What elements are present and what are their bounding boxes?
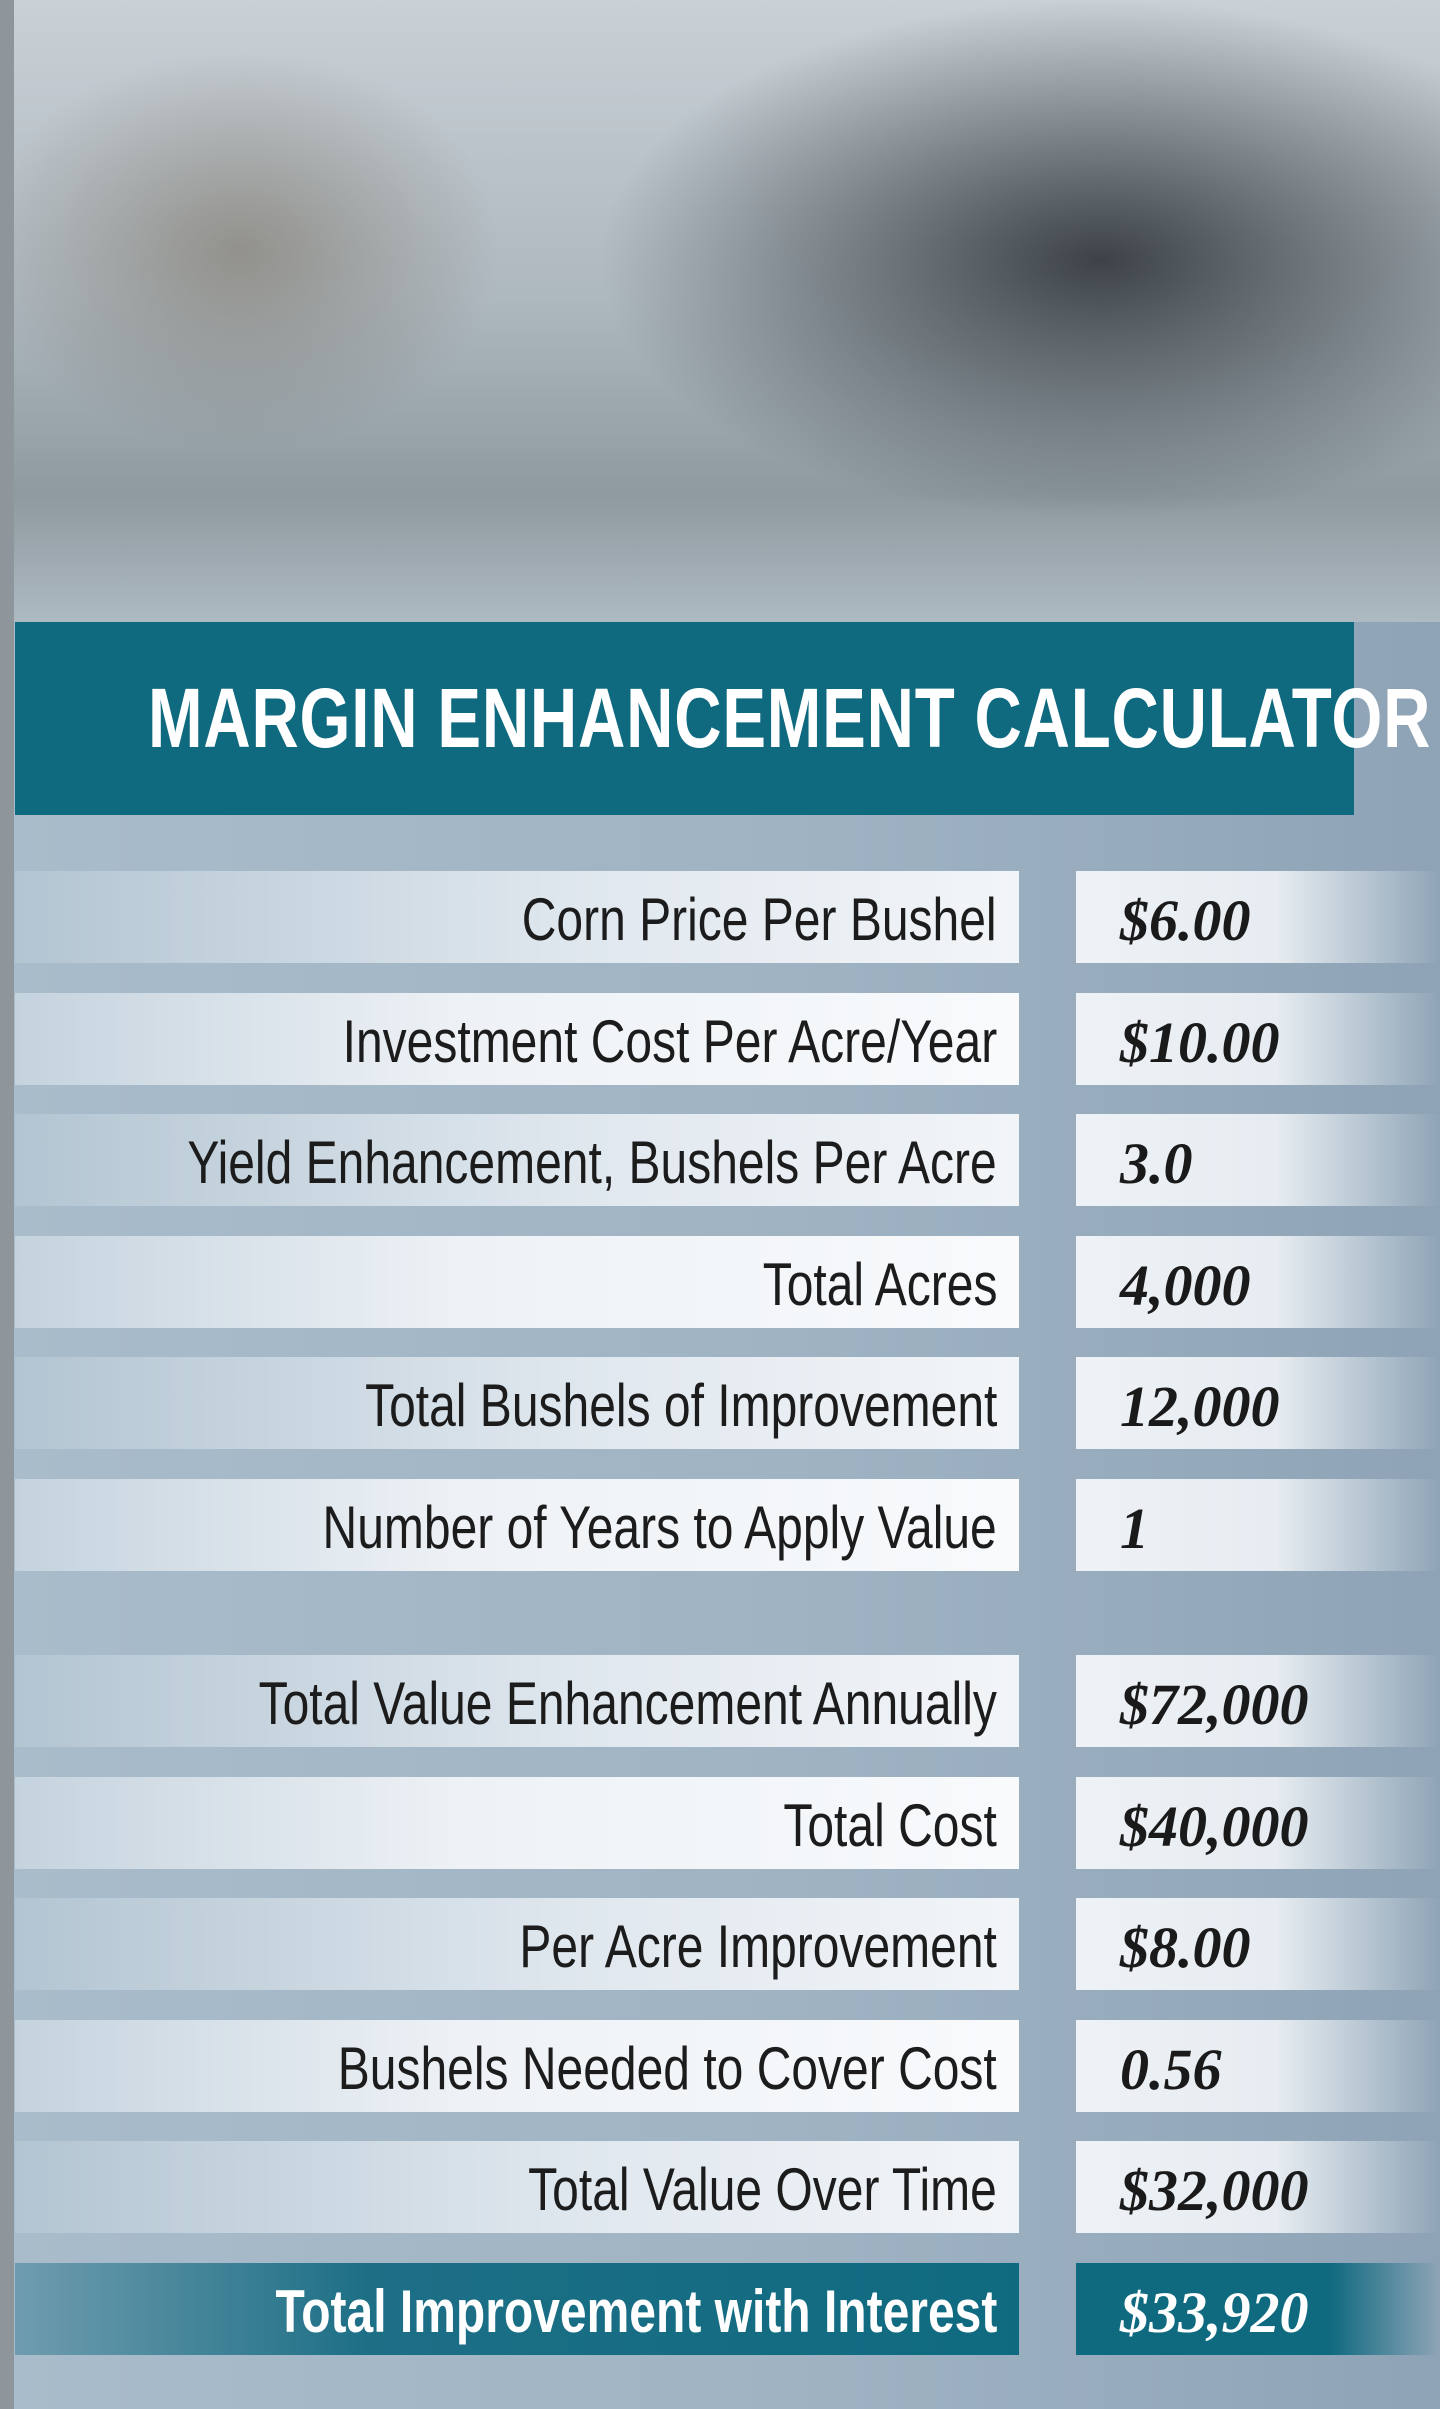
row-value-box: 1 <box>1076 1478 1440 1571</box>
row-value: $32,000 <box>1120 2158 1309 2223</box>
row-label: Total Cost <box>783 1791 997 1859</box>
row-value-box: 3.0 <box>1076 1114 1440 1206</box>
row-value: $33,920 <box>1120 2279 1309 2345</box>
row-value: $10.00 <box>1120 1009 1280 1075</box>
row-label-box: Investment Cost Per Acre/Year <box>15 992 1019 1085</box>
row-value: $8.00 <box>1120 1915 1251 1980</box>
row-value: $72,000 <box>1120 1672 1309 1737</box>
row-value-box: $32,000 <box>1076 2141 1440 2233</box>
row-value-box: $72,000 <box>1076 1655 1440 1747</box>
row-value-box: 0.56 <box>1076 2019 1440 2112</box>
row-label: Total Improvement with Interest <box>275 2277 997 2345</box>
row-label-box: Corn Price Per Bushel <box>15 871 1019 963</box>
row-value-box: $33,920 <box>1076 2262 1440 2355</box>
row-label-box: Total Bushels of Improvement <box>15 1357 1019 1449</box>
row-value-box: $10.00 <box>1076 992 1440 1085</box>
row-value-box: $40,000 <box>1076 1776 1440 1869</box>
row-label-box: Total Improvement with Interest <box>15 2262 1019 2355</box>
row-label-box: Total Value Enhancement Annually <box>15 1655 1019 1747</box>
row-value-box: 12,000 <box>1076 1357 1440 1449</box>
row-value: $40,000 <box>1120 1793 1309 1859</box>
row-label: Total Acres <box>762 1250 997 1318</box>
row-label-box: Total Cost <box>15 1776 1019 1869</box>
row-label-box: Per Acre Improvement <box>15 1898 1019 1990</box>
page-edge <box>0 0 14 2409</box>
row-label-box: Total Acres <box>15 1235 1019 1328</box>
row-value: $6.00 <box>1120 888 1251 953</box>
row-label: Total Bushels of Improvement <box>364 1372 997 1439</box>
header-photo <box>0 0 1440 660</box>
row-label-box: Bushels Needed to Cover Cost <box>15 2019 1019 2112</box>
row-value: 4,000 <box>1120 1252 1251 1318</box>
row-label-box: Yield Enhancement, Bushels Per Acre <box>15 1114 1019 1206</box>
title-bar <box>15 622 1354 815</box>
row-label: Corn Price Per Bushel <box>522 886 997 953</box>
row-value: 1 <box>1120 1495 1149 1561</box>
row-value-box: 4,000 <box>1076 1235 1440 1328</box>
row-label-box: Number of Years to Apply Value <box>15 1478 1019 1571</box>
row-label: Bushels Needed to Cover Cost <box>337 2034 997 2102</box>
row-label-box: Total Value Over Time <box>15 2141 1019 2233</box>
row-label: Total Value Over Time <box>528 2156 997 2223</box>
title: MARGIN ENHANCEMENT CALCULATOR <box>148 671 1432 765</box>
row-label: Investment Cost Per Acre/Year <box>342 1007 997 1075</box>
row-label: Total Value Enhancement Annually <box>258 1670 997 1737</box>
row-label: Per Acre Improvement <box>519 1913 997 1980</box>
row-label: Yield Enhancement, Bushels Per Acre <box>187 1129 997 1196</box>
row-label: Number of Years to Apply Value <box>322 1493 997 1561</box>
row-value-box: $8.00 <box>1076 1898 1440 1990</box>
row-value: 12,000 <box>1120 1374 1280 1439</box>
row-value-box: $6.00 <box>1076 871 1440 963</box>
row-value: 3.0 <box>1120 1131 1193 1196</box>
row-value: 0.56 <box>1120 2036 1222 2102</box>
